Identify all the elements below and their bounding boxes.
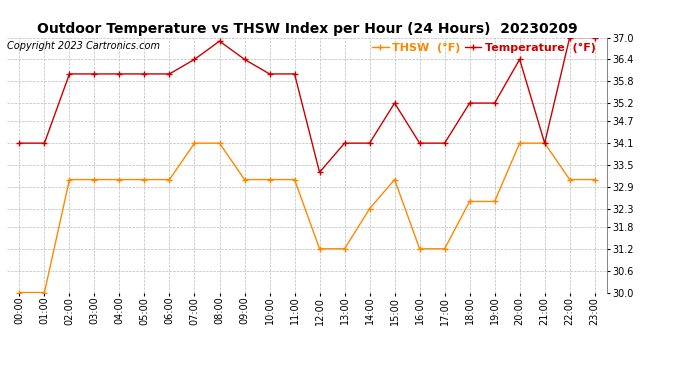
Text: Copyright 2023 Cartronics.com: Copyright 2023 Cartronics.com bbox=[7, 41, 160, 51]
Title: Outdoor Temperature vs THSW Index per Hour (24 Hours)  20230209: Outdoor Temperature vs THSW Index per Ho… bbox=[37, 22, 578, 36]
Legend: THSW  (°F), Temperature  (°F): THSW (°F), Temperature (°F) bbox=[368, 39, 600, 58]
